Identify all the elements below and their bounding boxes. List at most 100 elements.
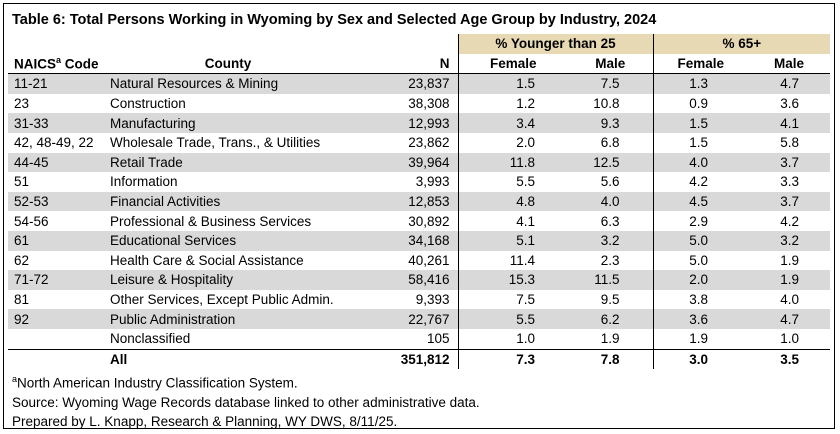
table-cell: 3.6 (780, 96, 800, 112)
table-cell: 10.8 (593, 96, 620, 112)
table-row: 44-45 Retail Trade 39,964 11.8 12.5 4.0 3.7 (8, 152, 831, 173)
table-cell (8, 329, 106, 349)
table-cell: 15.3 (457, 270, 569, 290)
table-row: 61 Educational Services 34,168 5.1 3.2 5.0 3.2 (8, 230, 831, 251)
source: Source: Wyoming Wage Records database li… (12, 394, 480, 410)
table-cell: 3,993 (415, 174, 450, 190)
table-cell: 1.5 (652, 113, 749, 133)
table-cell: 23,862 (408, 135, 450, 151)
table-cell: 1.0 (780, 331, 800, 347)
table-cell: 5.0 (652, 250, 749, 271)
table-cell: 6.8 (600, 135, 620, 151)
table-cell: 7.5 (457, 289, 569, 310)
header-text: Code (64, 56, 99, 72)
table-body: % Younger than 25 % 65+ NAICSa Code Coun… (8, 34, 831, 370)
table-cell: Retail Trade (106, 152, 346, 173)
table-cell: 3.6 (652, 309, 749, 329)
table-cell: All (106, 348, 346, 370)
table-cell: 5.6 (600, 174, 620, 190)
table-cell: Information (110, 174, 178, 190)
header-cell: NAICSa Code (8, 53, 106, 75)
table-cell: 12,853 (346, 191, 459, 212)
header-cell: Female (457, 53, 569, 75)
table-cell: 105 (427, 331, 450, 347)
footnote: aNorth American Industry Classification … (12, 370, 480, 393)
table-cell: 58,416 (346, 270, 459, 290)
header-row: NAICSa Code County N Female Male Female … (8, 53, 831, 75)
table-cell: 5.0 (652, 230, 749, 251)
table-cell: Financial Activities (106, 191, 346, 212)
table-cell: 3.2 (748, 230, 831, 251)
table-cell: 39,964 (346, 152, 459, 173)
table-cell: Wholesale Trade, Trans., & Utilities (110, 135, 321, 151)
table-cell: 3.7 (748, 191, 831, 212)
table-cell: 4.1 (457, 211, 569, 231)
table-cell: 5.5 (457, 172, 569, 192)
table-row: 81 Other Services, Except Public Admin. 9,… (8, 289, 830, 310)
header-cell: Female (652, 53, 749, 75)
table-cell: 11.8 (457, 152, 569, 173)
table-cell: 71-72 (8, 270, 106, 290)
table-cell: 34,168 (346, 230, 459, 251)
table-cell: 2.9 (652, 211, 749, 231)
table-cell: 44-45 (8, 152, 106, 173)
table-cell: 4.5 (652, 191, 749, 212)
table-cell: 12,993 (346, 113, 459, 133)
title: Table 6: Total Persons Working in Wyomin… (12, 12, 657, 28)
table-cell: 1.9 (780, 252, 800, 268)
table-cell: 92 (8, 309, 106, 329)
table-cell: Educational Services (106, 230, 346, 251)
table-cell: 1.5 (652, 132, 749, 153)
header-cell: Male (568, 53, 654, 75)
table-cell: 9.5 (600, 292, 620, 308)
credit: Prepared by L. Knapp, Research & Plannin… (12, 413, 398, 429)
table-cell: 11-21 (8, 73, 106, 94)
header-cell: Male (748, 53, 831, 75)
table-cell: 3.3 (780, 174, 800, 190)
table-cell: 3.4 (457, 113, 569, 133)
table-cell: Health Care & Social Assistance (110, 252, 304, 268)
group-header: % Younger than 25 (457, 34, 654, 54)
table-cell: 12.5 (568, 152, 654, 173)
table-frame: Table 6: Total Persons Working in Wyomin… (3, 3, 835, 429)
table-cell: 0.9 (652, 93, 749, 114)
table-cell: 9,393 (415, 292, 450, 308)
table-cell: 4.2 (652, 172, 749, 192)
group-header: % 65+ (652, 34, 831, 54)
table-cell: 7.3 (457, 348, 569, 370)
table-cell: 51 (14, 174, 30, 190)
table-cell: 61 (8, 230, 106, 251)
table-cell: 1.3 (652, 73, 749, 94)
table-cell: 2.0 (652, 270, 749, 290)
header-text: NAICS (14, 56, 57, 72)
table-cell: 1.2 (457, 93, 569, 114)
footnote-mark: a (56, 55, 62, 66)
table-cell: Other Services, Except Public Admin. (110, 292, 334, 308)
table-cell: 6.2 (568, 309, 654, 329)
table-cell: Construction (110, 96, 186, 112)
table-cell: 4.0 (652, 152, 749, 173)
table-row: 51 Information 3,993 5.5 5.6 4.2 3.3 (8, 172, 830, 192)
table-cell: 40,261 (408, 252, 450, 268)
table-row: 62 Health Care & Social Assistance 40,261 1… (8, 250, 830, 271)
table-cell: 5.5 (457, 309, 569, 329)
table-cell: 11.5 (568, 270, 654, 290)
table: % Younger than 25 % 65+ NAICSa Code Coun… (8, 34, 831, 370)
table-cell: 11.4 (457, 250, 569, 271)
table-cell: 1.9 (600, 331, 620, 347)
table-cell: 5.8 (780, 135, 800, 151)
table-cell: 4.0 (780, 292, 800, 308)
table-cell: 9.3 (568, 113, 654, 133)
table-cell: 23 (14, 96, 30, 112)
table-cell: 42, 48-49, 22 (14, 135, 94, 151)
table-cell: Professional & Business Services (110, 213, 312, 229)
header-cell: N (346, 53, 459, 75)
table-cell: 3.5 (748, 348, 831, 370)
table-cell: 30,892 (408, 213, 450, 229)
table-cell: 1.0 (457, 328, 569, 349)
table-cell: 3.7 (748, 152, 831, 173)
table-cell: 1.5 (457, 73, 569, 94)
table-cell: Nonclassified (110, 331, 191, 347)
table-cell: 6.3 (600, 213, 620, 229)
table-cell: 23,837 (346, 73, 459, 94)
